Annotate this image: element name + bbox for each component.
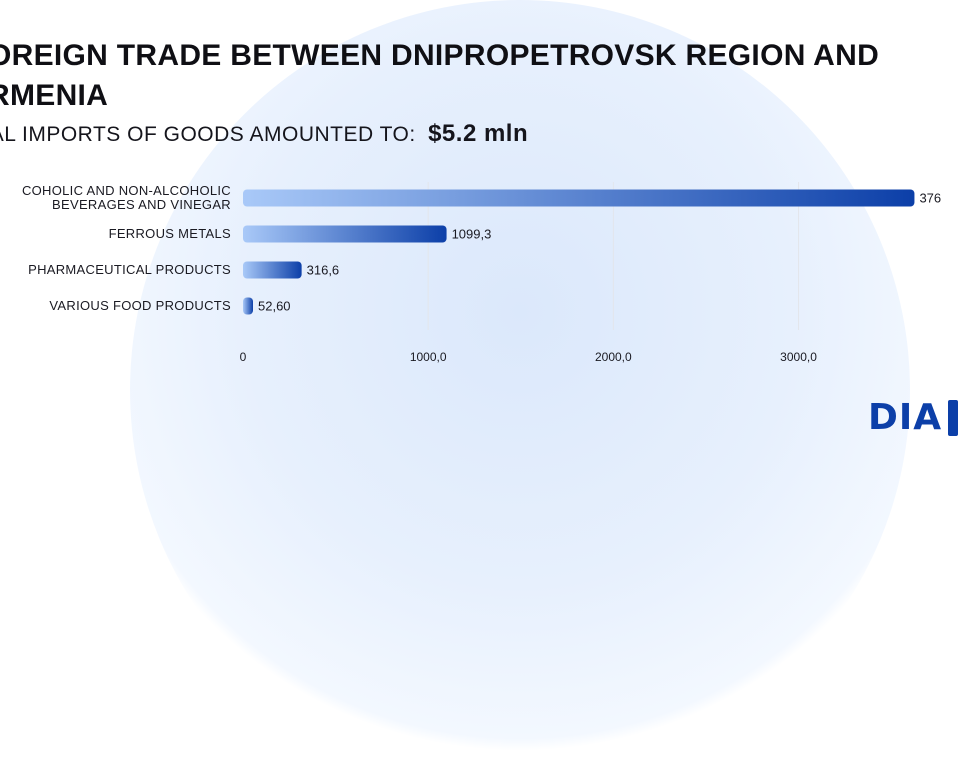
value-label: 1099,3 <box>452 227 492 242</box>
bar-chart: 0 1000,0 2000,0 3000,0 COHOLIC AND NON-ALCOH… <box>22 182 941 364</box>
bar <box>243 261 302 279</box>
dia-logo: DIA <box>868 397 959 438</box>
x-tick-label: 1000,0 <box>410 350 447 364</box>
bar <box>243 225 447 243</box>
category-label: VARIOUS FOOD PRODUCTS <box>49 298 231 313</box>
x-tick-label: 0 <box>240 350 247 364</box>
x-tick-label: 2000,0 <box>595 350 632 364</box>
value-label: 376 <box>919 191 941 206</box>
bar <box>243 297 253 315</box>
subtitle-text: TAL IMPORTS OF GOODS AMOUNTED TO: <box>0 123 416 146</box>
chart-title: OREIGN TRADE BETWEEN DNIPROPETROVSK REGI… <box>0 39 880 112</box>
value-label: 52,60 <box>258 299 291 314</box>
logo-mark <box>948 400 959 436</box>
subtitle-amount: $5.2 mln <box>428 120 529 147</box>
category-label: PHARMACEUTICAL PRODUCTS <box>28 262 231 277</box>
value-label: 316,6 <box>307 263 340 278</box>
bar <box>243 189 915 207</box>
x-tick-label: 3000,0 <box>780 350 817 364</box>
category-label: FERROUS METALS <box>109 226 231 241</box>
chart-subtitle: TAL IMPORTS OF GOODS AMOUNTED TO: $5.2 m… <box>0 120 528 148</box>
logo-text: DIA <box>868 397 943 438</box>
category-label: COHOLIC AND NON-ALCOHOLIC BEVERAGES AND V… <box>22 183 231 212</box>
